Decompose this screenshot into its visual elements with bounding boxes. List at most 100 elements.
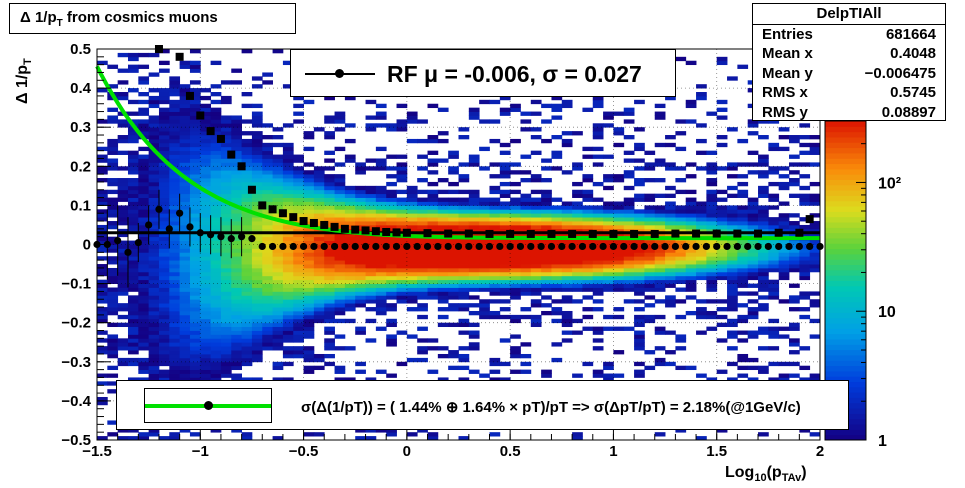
heatmap-cell bbox=[365, 291, 377, 296]
heatmap-cell bbox=[324, 224, 335, 230]
heatmap-cell bbox=[169, 275, 181, 281]
heatmap-cell bbox=[148, 181, 160, 187]
heatmap-cell bbox=[696, 150, 707, 155]
heatmap-cell bbox=[530, 205, 542, 210]
sigma-point bbox=[227, 150, 236, 159]
heatmap-cell bbox=[148, 205, 160, 210]
heatmap-cell bbox=[97, 271, 108, 277]
heatmap-cell bbox=[365, 115, 377, 120]
heatmap-cell bbox=[303, 99, 315, 105]
heatmap-cell bbox=[551, 224, 563, 230]
heatmap-cell bbox=[427, 244, 439, 249]
heatmap-cell bbox=[778, 174, 790, 179]
heatmap-cell bbox=[220, 267, 232, 273]
heatmap-cell bbox=[489, 299, 501, 304]
heatmap-cell bbox=[231, 244, 242, 249]
heatmap-cell bbox=[107, 181, 119, 187]
heatmap-cell bbox=[437, 209, 449, 214]
heatmap-cell bbox=[272, 260, 284, 265]
heatmap-cell bbox=[313, 291, 325, 296]
heatmap-cell bbox=[665, 166, 676, 171]
heatmap-cell bbox=[634, 158, 645, 163]
heatmap-cell bbox=[293, 252, 304, 257]
heatmap-cell bbox=[758, 260, 769, 265]
heatmap-cell bbox=[262, 142, 273, 148]
heatmap-cell bbox=[262, 279, 273, 284]
heatmap-cell bbox=[406, 240, 418, 245]
colorbar-segment bbox=[825, 317, 866, 324]
heatmap-cell bbox=[406, 193, 418, 198]
heatmap-cell bbox=[727, 256, 738, 261]
heatmap-cell bbox=[127, 314, 139, 320]
heatmap-cell bbox=[127, 240, 139, 245]
heatmap-cell bbox=[158, 221, 170, 226]
heatmap-cell bbox=[706, 267, 718, 273]
mean-point bbox=[217, 233, 225, 241]
heatmap-cell bbox=[210, 244, 222, 249]
heatmap-cell bbox=[169, 224, 181, 230]
heatmap-cell bbox=[210, 303, 222, 308]
heatmap-cell bbox=[541, 213, 552, 218]
heatmap-cell bbox=[727, 185, 738, 191]
heatmap-cell bbox=[386, 236, 397, 241]
heatmap-cell bbox=[758, 295, 769, 300]
heatmap-cell bbox=[386, 318, 397, 324]
heatmap-cell bbox=[541, 201, 552, 206]
heatmap-cell bbox=[448, 221, 459, 226]
heatmap-cell bbox=[355, 264, 366, 269]
heatmap-cell bbox=[251, 236, 263, 241]
heatmap-cell bbox=[355, 287, 366, 292]
heatmap-cell bbox=[644, 256, 656, 261]
xlabel-part: ) bbox=[801, 464, 807, 481]
heatmap-cell bbox=[210, 314, 222, 320]
heatmap-cell bbox=[696, 240, 707, 245]
heatmap-cell bbox=[665, 299, 676, 304]
mean-point bbox=[299, 242, 308, 251]
heatmap-cell bbox=[778, 377, 790, 382]
heatmap-cell bbox=[324, 181, 335, 187]
heatmap-cell bbox=[324, 205, 335, 210]
mean-point bbox=[537, 242, 545, 251]
heatmap-cell bbox=[417, 224, 428, 230]
heatmap-cell bbox=[220, 346, 232, 351]
heatmap-cell bbox=[468, 330, 480, 335]
heatmap-cell bbox=[634, 330, 645, 335]
heatmap-cell bbox=[592, 103, 604, 109]
heatmap-cell bbox=[107, 432, 119, 437]
heatmap-cell bbox=[169, 84, 181, 89]
heatmap-cell bbox=[179, 373, 191, 378]
heatmap-cell bbox=[107, 389, 119, 394]
heatmap-cell bbox=[789, 135, 800, 140]
heatmap-cell bbox=[603, 271, 614, 277]
heatmap-cell bbox=[468, 221, 480, 226]
heatmap-cell bbox=[200, 162, 212, 167]
heatmap-cell bbox=[355, 217, 366, 222]
heatmap-cell bbox=[189, 158, 201, 163]
heatmap-cell bbox=[417, 221, 428, 226]
heatmap-cell bbox=[634, 267, 645, 273]
heatmap-cell bbox=[541, 267, 552, 273]
heatmap-cell bbox=[200, 357, 212, 363]
heatmap-cell bbox=[169, 221, 181, 226]
heatmap-cell bbox=[572, 252, 583, 257]
heatmap-cell bbox=[510, 224, 521, 230]
heatmap-cell bbox=[262, 314, 273, 320]
heatmap-cell bbox=[189, 197, 201, 202]
heatmap-cell bbox=[448, 303, 459, 308]
heatmap-cell bbox=[696, 271, 707, 277]
heatmap-cell bbox=[437, 138, 449, 144]
heatmap-cell bbox=[365, 221, 377, 226]
heatmap-cell bbox=[634, 279, 645, 284]
heatmap-cell bbox=[592, 146, 604, 152]
heatmap-cell bbox=[706, 264, 718, 269]
heatmap-cell bbox=[313, 252, 325, 257]
heatmap-cell bbox=[210, 283, 222, 288]
heatmap-cell bbox=[189, 80, 201, 85]
heatmap-cell bbox=[417, 213, 428, 218]
heatmap-cell bbox=[623, 299, 635, 304]
heatmap-cell bbox=[262, 322, 273, 328]
heatmap-cell bbox=[272, 361, 284, 367]
heatmap-cell bbox=[437, 346, 449, 351]
heatmap-cell bbox=[809, 267, 821, 273]
heatmap-cell bbox=[200, 135, 212, 140]
